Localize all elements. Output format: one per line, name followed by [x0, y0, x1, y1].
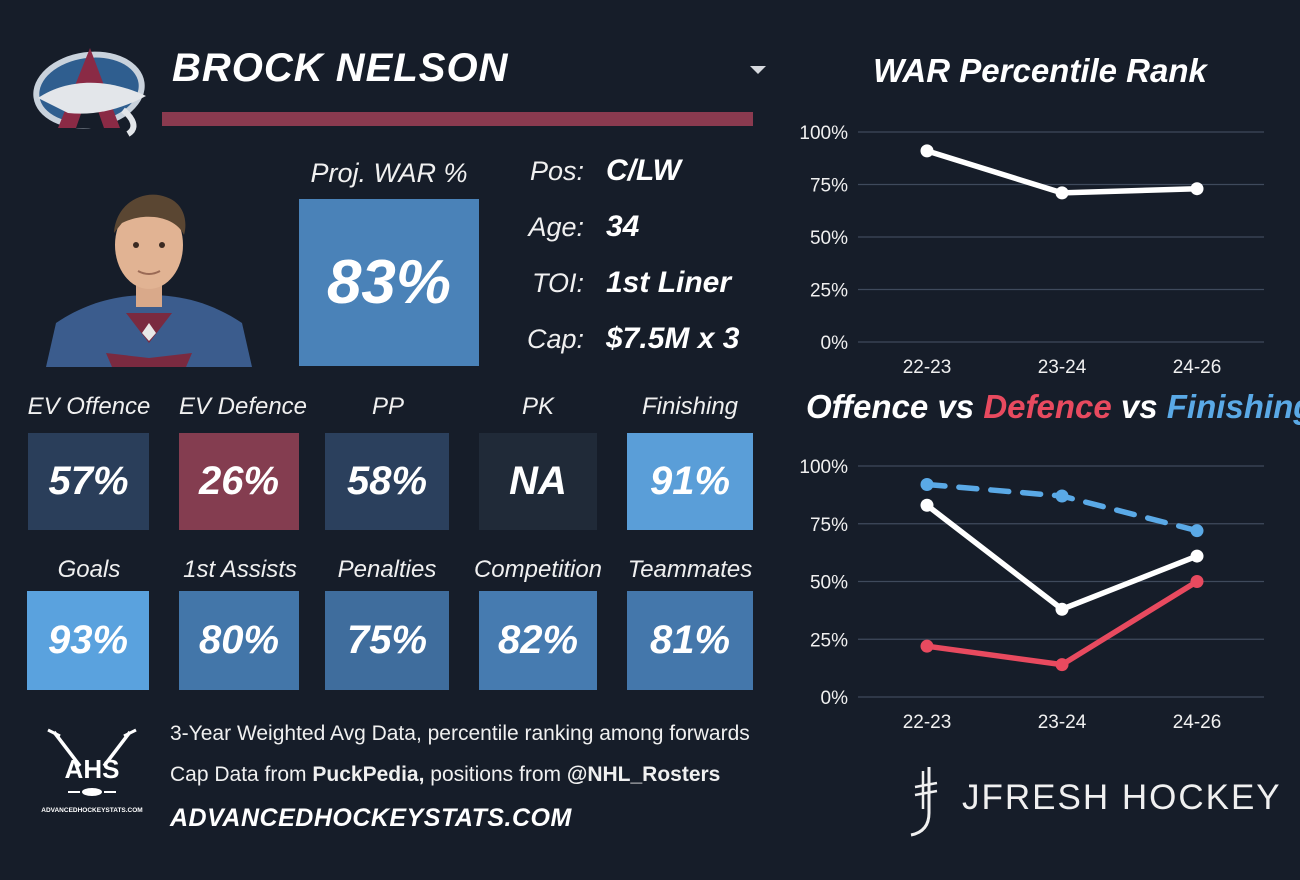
- pos-value: C/LW: [606, 154, 681, 187]
- pk-value: NA: [479, 433, 597, 530]
- age-value: 34: [606, 210, 640, 243]
- proj-war-value: 83%: [299, 199, 479, 366]
- teammates-label: Teammates: [627, 556, 753, 583]
- competition-label: Competition: [473, 556, 603, 583]
- ahs-logo-small-text: ADVANCEDHOCKEYSTATS.COM: [41, 807, 142, 814]
- player-dropdown-caret-icon[interactable]: [750, 66, 766, 74]
- age-label: Age:: [528, 212, 584, 242]
- chart2-offence-point: [1055, 602, 1069, 616]
- chart1-xtick-label: 22-23: [903, 357, 952, 378]
- team-logo: [33, 48, 146, 137]
- name-underline-bar: [162, 112, 753, 126]
- finishing-value: 91%: [627, 433, 753, 530]
- chart2-offence-point: [920, 498, 934, 512]
- penalties-value: 75%: [325, 591, 449, 690]
- finishing-label: Finishing: [641, 393, 739, 420]
- goals-label: Goals: [57, 556, 121, 583]
- pp-label: PP: [371, 393, 404, 420]
- proj-war-label: Proj. WAR %: [310, 158, 468, 188]
- chart1-title: WAR Percentile Rank: [873, 52, 1207, 89]
- first-assists-value: 80%: [179, 591, 299, 690]
- chart1-war-point: [1055, 186, 1069, 200]
- penalties-label: Penalties: [337, 556, 437, 583]
- footer-line-2: Cap Data from PuckPedia, positions from …: [170, 763, 720, 787]
- jfresh-brand-text: JFRESH HOCKEY: [962, 778, 1282, 817]
- ev-offence-value: 57%: [28, 433, 149, 530]
- chart2-xtick-label: 24-26: [1173, 712, 1222, 733]
- footer-line-2-mid: positions from: [424, 763, 567, 786]
- chart1-war-point: [1190, 182, 1204, 196]
- chart2-ytick-label: 0%: [821, 688, 849, 709]
- chart2-title-finishing: Finishing: [1166, 388, 1300, 425]
- chart2-defence-point: [920, 639, 934, 653]
- chart1-ytick-label: 75%: [810, 176, 848, 197]
- toi-label: TOI:: [531, 268, 584, 298]
- chart1-xtick-label: 24-26: [1173, 357, 1222, 378]
- competition-value: 82%: [479, 591, 597, 690]
- nhl-rosters-link[interactable]: @NHL_Rosters: [566, 763, 721, 786]
- puckpedia-link[interactable]: PuckPedia,: [312, 763, 425, 786]
- site-url-link[interactable]: ADVANCEDHOCKEYSTATS.COM: [170, 804, 572, 832]
- footer-line-2-prefix: Cap Data from: [170, 763, 313, 786]
- ev-offence-label: EV Offence: [27, 393, 151, 420]
- ev-defence-label: EV Defence: [178, 393, 308, 420]
- chart2-ytick-label: 100%: [799, 457, 848, 478]
- chart2-ytick-label: 75%: [810, 515, 848, 536]
- ahs-logo-text: AHS: [65, 754, 120, 784]
- toi-value: 1st Liner: [606, 266, 732, 299]
- teammates-value: 81%: [627, 591, 753, 690]
- pk-label: PK: [521, 393, 554, 420]
- chart2-xtick-label: 23-24: [1038, 712, 1087, 733]
- chart2-defence-point: [1190, 575, 1204, 588]
- jfresh-logo-icon: [910, 767, 938, 837]
- chart2-defence-point: [1055, 658, 1069, 672]
- footer-line-1: 3-Year Weighted Avg Data, percentile ran…: [170, 722, 750, 745]
- chart2-ytick-label: 50%: [810, 573, 848, 594]
- player-name: BROCK NELSON: [172, 46, 509, 90]
- ahs-logo: AHS ADVANCEDHOCKEYSTATS.COM: [41, 728, 143, 814]
- chart2-title-vs2: vs: [1111, 388, 1167, 425]
- first-assists-label: 1st Assists: [183, 556, 297, 583]
- chart2-title-vs1: vs: [928, 388, 984, 425]
- chart2-title-offence: Offence: [806, 388, 929, 425]
- chart1-ytick-label: 0%: [821, 333, 849, 354]
- chart1-ytick-label: 25%: [810, 281, 848, 302]
- cap-label: Cap:: [526, 324, 584, 354]
- chart2-finishing-point: [1055, 489, 1069, 503]
- chart2-title: Offence vs Defence vs Finishing: [806, 388, 1300, 426]
- chart2-title-defence: Defence: [983, 388, 1112, 425]
- chart2-xtick-label: 22-23: [903, 712, 952, 733]
- goals-value: 93%: [27, 591, 149, 690]
- player-headshot: [46, 194, 252, 367]
- chart1-ytick-label: 100%: [799, 123, 848, 144]
- chart2-ytick-label: 25%: [810, 630, 848, 651]
- chart2-finishing-point: [1190, 524, 1204, 538]
- chart1-war-point: [920, 144, 934, 158]
- chart1-ytick-label: 50%: [810, 228, 848, 249]
- chart2-finishing-point: [920, 477, 934, 491]
- chart2-defence-line: [924, 578, 1200, 668]
- ev-defence-value: 26%: [179, 433, 299, 530]
- cap-value: $7.5M x 3: [606, 322, 740, 355]
- pp-value: 58%: [325, 433, 449, 530]
- chart2-offence-point: [1190, 549, 1204, 563]
- chart1-xtick-label: 23-24: [1038, 357, 1087, 378]
- pos-label: Pos:: [529, 156, 584, 186]
